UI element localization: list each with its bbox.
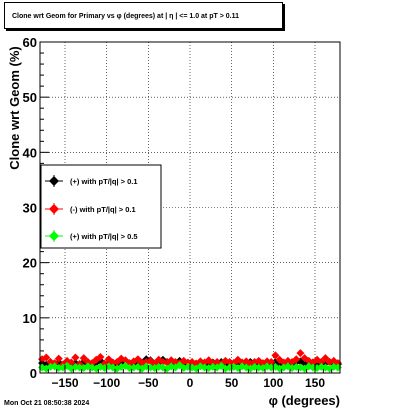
legend-label: (+) with pT/|q| > 0.1 xyxy=(70,177,138,186)
x-tick-label: 0 xyxy=(187,376,194,390)
data-point xyxy=(121,361,130,370)
legend-items: (+) with pT/|q| > 0.1 (-) with pT/|q| > 0… xyxy=(45,175,138,242)
x-tick-label: −100 xyxy=(93,376,120,390)
x-tick-label: −150 xyxy=(51,376,78,390)
x-tick-label: −50 xyxy=(138,376,159,390)
axes: −150 −100 −50 0 50 100 150 0 10 20 30 40 50 60 xyxy=(23,35,341,390)
data-point xyxy=(121,356,130,365)
legend-item-3: (+) with pT/|q| > 0.5 xyxy=(45,230,138,242)
y-tick-label: 20 xyxy=(23,256,37,271)
data-point xyxy=(267,357,276,366)
y-tick-label: 30 xyxy=(23,201,37,216)
legend-label: (-) with pT/|q| > 0.1 xyxy=(70,205,136,214)
data-point xyxy=(271,351,280,360)
legend-item-2: (-) with pT/|q| > 0.1 xyxy=(45,203,136,215)
legend: (+) with pT/|q| > 0.1 (-) with pT/|q| > 0… xyxy=(40,164,162,249)
x-tick-label: 100 xyxy=(263,376,283,390)
legend-marker xyxy=(49,231,59,241)
data-point xyxy=(292,355,301,364)
x-axis-label: φ (degrees) xyxy=(269,393,340,408)
y-tick-label: 0 xyxy=(30,366,37,381)
data-point xyxy=(296,349,305,358)
chart-title: Clone wrt Geom for Primary vs φ (degrees… xyxy=(4,2,283,29)
data-point xyxy=(321,354,330,363)
data-point xyxy=(250,357,259,366)
data-point xyxy=(250,362,259,371)
legend-item-1: (+) with pT/|q| > 0.1 xyxy=(45,175,138,187)
legend-label: (+) with pT/|q| > 0.5 xyxy=(70,232,138,241)
data-point xyxy=(54,354,63,363)
y-tick-label: 10 xyxy=(23,311,37,326)
data-point xyxy=(96,353,105,362)
data-point xyxy=(42,353,51,362)
y-tick-label: 40 xyxy=(23,145,37,160)
timestamp: Mon Oct 21 08:50:38 2024 xyxy=(4,400,90,407)
y-tick-label: 60 xyxy=(23,35,37,50)
data-marks xyxy=(38,349,342,373)
x-tick-label: 50 xyxy=(225,376,239,390)
data-point xyxy=(317,357,326,366)
data-point xyxy=(71,353,80,362)
legend-marker xyxy=(49,204,59,214)
y-tick-label: 50 xyxy=(23,90,37,105)
y-axis-label: Clone wrt Geom (%) xyxy=(7,46,22,170)
legend-box xyxy=(40,164,162,249)
legend-marker xyxy=(49,176,59,186)
data-point xyxy=(79,354,88,363)
x-tick-label: 150 xyxy=(305,376,325,390)
